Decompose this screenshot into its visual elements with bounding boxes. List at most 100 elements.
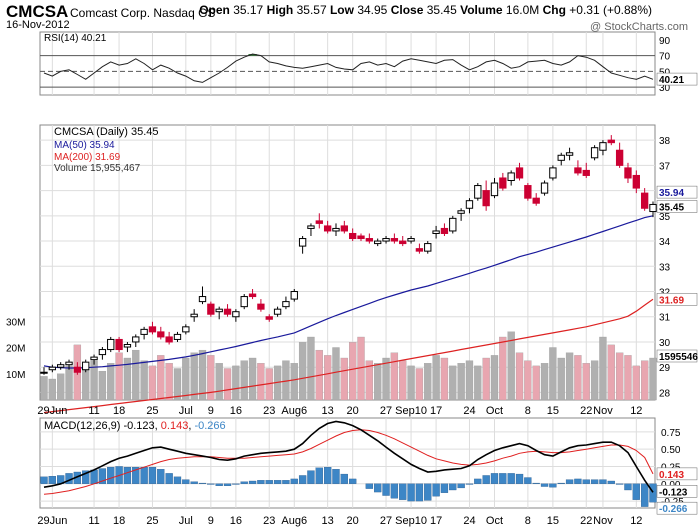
- volume-bar: [649, 357, 657, 401]
- candle-body: [340, 225, 348, 232]
- candle-body: [515, 167, 524, 179]
- macd-histogram-bar: [449, 483, 457, 491]
- x-tick-label: 29Jun: [37, 405, 67, 417]
- candle-body: [107, 338, 115, 351]
- macd-histogram-bar: [273, 480, 282, 484]
- macd-legend-hist: -0.266: [194, 420, 225, 432]
- x-tick-label: Oct: [486, 405, 503, 417]
- candle-body: [640, 192, 649, 209]
- x-tick-label: 17: [430, 515, 442, 527]
- x-tick-label: 20: [347, 515, 359, 527]
- candle-body: [248, 293, 257, 298]
- candle-body: [223, 308, 232, 315]
- macd-histogram-bar: [315, 467, 323, 484]
- x-tick-label: 22: [580, 405, 592, 417]
- ma50-legend: MA(50) 35.94: [54, 140, 115, 151]
- x-tick-label: 13: [322, 405, 334, 417]
- x-tick-label: 16: [230, 405, 242, 417]
- macd-histogram-bar: [499, 473, 507, 484]
- volume-bar: [323, 355, 332, 401]
- candle-body: [265, 316, 273, 320]
- volume-bar: [107, 363, 115, 401]
- ma200-line: [43, 298, 654, 414]
- volume-bar: [641, 360, 649, 401]
- rsi-overbought-fill: [248, 54, 257, 56]
- x-tick-label: 9: [208, 515, 214, 527]
- macd-histogram-bar: [148, 467, 157, 484]
- macd-histogram-bar: [265, 480, 273, 484]
- rsi-panel-frame: [39, 31, 656, 96]
- x-tick-label: 18: [113, 515, 125, 527]
- x-tick-label: 27: [380, 515, 392, 527]
- volume-bar: [490, 355, 499, 401]
- macd-histogram-bar: [173, 476, 182, 484]
- x-tick-label: 12: [630, 405, 642, 417]
- candle-body: [374, 240, 382, 245]
- candle-body: [332, 227, 340, 232]
- macd-histogram-bar: [90, 469, 98, 484]
- macd-histogram-bar: [615, 483, 624, 485]
- volume-bar: [257, 363, 265, 401]
- rsi-line: [43, 53, 654, 83]
- macd-histogram-bar: [440, 483, 449, 493]
- macd-histogram-bar: [532, 482, 540, 484]
- y-tick-label: 38: [659, 136, 671, 147]
- volume-bar: [140, 360, 148, 401]
- volume-bar: [465, 360, 474, 401]
- macd-histogram-bar: [490, 473, 499, 484]
- candle-body: [307, 225, 315, 229]
- exchange-label: Nasdaq GS: [153, 6, 216, 20]
- macd-histogram-bar: [340, 473, 348, 484]
- volume-bar: [565, 352, 574, 401]
- low-value: 34.95: [357, 3, 388, 17]
- macd-histogram-bar: [282, 480, 290, 484]
- close-value: 35.45: [426, 3, 457, 17]
- candle-body: [48, 366, 57, 371]
- macd-signal-last-tag: [656, 467, 698, 481]
- volume-bar: [524, 360, 532, 401]
- volume-bar: [340, 357, 348, 401]
- volume-bar: [482, 357, 490, 401]
- macd-histogram-bar: [574, 478, 582, 484]
- macd-histogram-bar: [132, 467, 140, 484]
- macd-histogram-bar: [123, 467, 132, 484]
- volume-bar: [298, 342, 307, 401]
- rsi-last-tag-text: 40.21: [659, 75, 684, 86]
- macd-histogram-bar: [382, 483, 390, 496]
- macd-histogram-bar: [482, 475, 490, 484]
- volume-bar: [132, 349, 140, 401]
- volume-bar: [474, 365, 482, 401]
- macd-histogram-bar: [540, 483, 549, 487]
- volume-bar: [382, 357, 390, 401]
- macd-histogram-bar: [365, 483, 374, 489]
- x-tick-label: Aug6: [281, 515, 307, 527]
- macd-histogram-bar: [599, 479, 607, 484]
- candle-body: [240, 296, 248, 308]
- volume-bar: [365, 360, 374, 401]
- macd-histogram-bar: [632, 483, 640, 500]
- volume-legend: Volume 15,955,467: [54, 163, 141, 174]
- candle-body: [499, 177, 507, 189]
- x-tick-label: Nov: [593, 405, 613, 417]
- candle-body: [123, 343, 132, 348]
- x-tick-label: Jul: [179, 405, 193, 417]
- candle-body: [290, 291, 298, 300]
- macd-histogram-bar: [641, 483, 649, 507]
- x-tick-label: 11: [88, 515, 99, 527]
- candle-body: [349, 232, 357, 240]
- candle-body: [282, 301, 290, 308]
- volume-bar: [557, 357, 565, 401]
- volume-bar: [374, 363, 382, 401]
- volume-bar: [248, 357, 257, 401]
- candle-body: [273, 308, 282, 315]
- chg-label: Chg: [542, 3, 566, 17]
- volume-bar: [182, 357, 190, 401]
- candle-body: [449, 217, 457, 232]
- candle-body: [465, 200, 474, 209]
- macd-histogram-bar: [399, 483, 407, 500]
- candle-body: [599, 142, 607, 151]
- x-tick-label: 24: [463, 405, 475, 417]
